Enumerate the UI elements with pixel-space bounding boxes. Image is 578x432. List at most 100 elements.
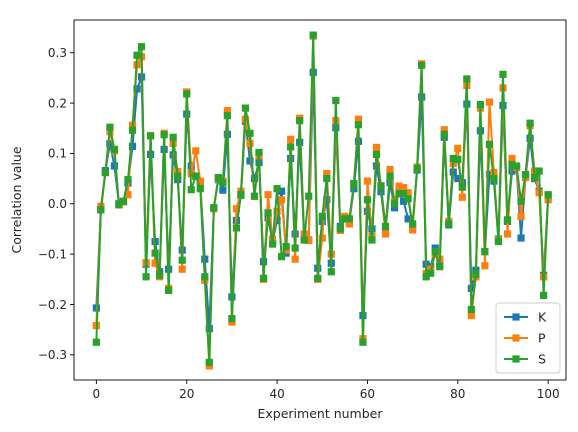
data-point-S [409,220,417,228]
data-point-S [119,197,128,205]
data-point-P [318,234,326,242]
data-point-P [395,182,403,190]
data-point-P [399,184,408,192]
data-point-S [454,155,462,164]
data-point-P [372,143,381,151]
data-point-P [345,220,353,228]
data-point-S [137,43,146,51]
data-point-S [287,143,295,151]
y-axis-label: Correlation value [9,146,24,253]
data-point-S [309,31,317,39]
x-tick-label: 0 [93,387,101,401]
data-point-S [246,129,254,137]
data-point-S [146,132,155,140]
data-point-S [318,212,326,220]
data-point-P [124,191,132,199]
data-point-P [264,191,272,199]
plot-frame [73,19,567,381]
data-point-S [327,268,335,276]
data-point-P [232,205,241,213]
data-point-S [205,358,213,366]
data-point-S [508,160,516,169]
data-point-P [178,265,186,273]
data-point-P [273,207,281,215]
data-point-P [409,226,417,234]
data-point-S [531,173,539,182]
data-point-S [526,119,534,127]
legend-label-S: S [538,352,546,367]
data-point-K [404,215,412,223]
data-point-P [291,255,299,263]
data-point-P [508,154,516,163]
data-point-K [246,157,254,165]
data-point-K [273,216,281,224]
data-point-P [454,144,462,152]
data-point-S [481,248,489,256]
data-point-S [183,90,191,98]
data-point-S [314,274,322,282]
data-point-K [454,175,462,183]
data-point-S [296,117,304,125]
data-point-S [350,180,358,188]
series-line-P [95,35,550,367]
data-point-S [110,145,119,153]
data-point-S [445,220,453,228]
data-point-S [232,224,241,232]
data-point-S [250,192,259,200]
x-tick-label: 100 [537,387,560,401]
data-point-S [449,154,457,163]
data-point-S [133,51,141,59]
data-point-S [436,263,444,271]
x-tick-label: 20 [179,387,194,401]
data-point-P [485,98,494,106]
data-point-S [422,273,430,281]
data-point-S [404,195,412,203]
data-point-S [512,162,521,170]
data-point-S [427,269,435,277]
data-point-K [390,204,399,212]
x-tick-label: 60 [360,387,375,401]
data-point-S [485,140,494,148]
data-point-S [440,130,448,138]
y-tick-label: 0.3 [48,46,67,60]
data-point-S [106,123,114,131]
data-point-S [264,209,272,217]
data-point-S [273,185,281,193]
legend: KPS [495,302,561,374]
data-point-S [372,150,381,159]
data-point-P [467,311,475,320]
data-point-S [228,314,236,323]
legend-label-K: K [538,310,547,325]
data-point-S [97,206,105,214]
data-point-S [291,244,299,252]
series-layer [92,31,552,370]
data-point-S [363,196,372,204]
y-tick-label: 0.0 [48,197,67,211]
data-point-P [323,169,331,178]
data-point-S [503,216,512,224]
data-point-P [354,115,362,123]
data-point-P [458,193,466,201]
data-point-S [124,176,132,184]
data-point-S [192,172,200,180]
data-point-K [250,175,259,183]
data-point-S [517,197,525,205]
data-point-S [101,168,109,177]
data-point-P [503,230,512,238]
data-point-S [359,338,367,346]
data-point-K [323,196,331,204]
x-tick-label: 80 [450,387,465,401]
data-point-S [259,274,268,282]
series-S [92,31,552,366]
data-point-S [476,100,484,109]
data-point-S [345,215,353,223]
data-point-P [278,196,286,204]
data-point-K [110,162,119,170]
x-tick-label: 40 [269,387,284,401]
data-point-K [128,142,137,150]
y-tick-label: 0.2 [48,96,67,110]
data-point-S [544,191,552,199]
data-point-S [386,172,394,180]
data-point-P [287,135,295,143]
data-point-K [485,170,494,179]
